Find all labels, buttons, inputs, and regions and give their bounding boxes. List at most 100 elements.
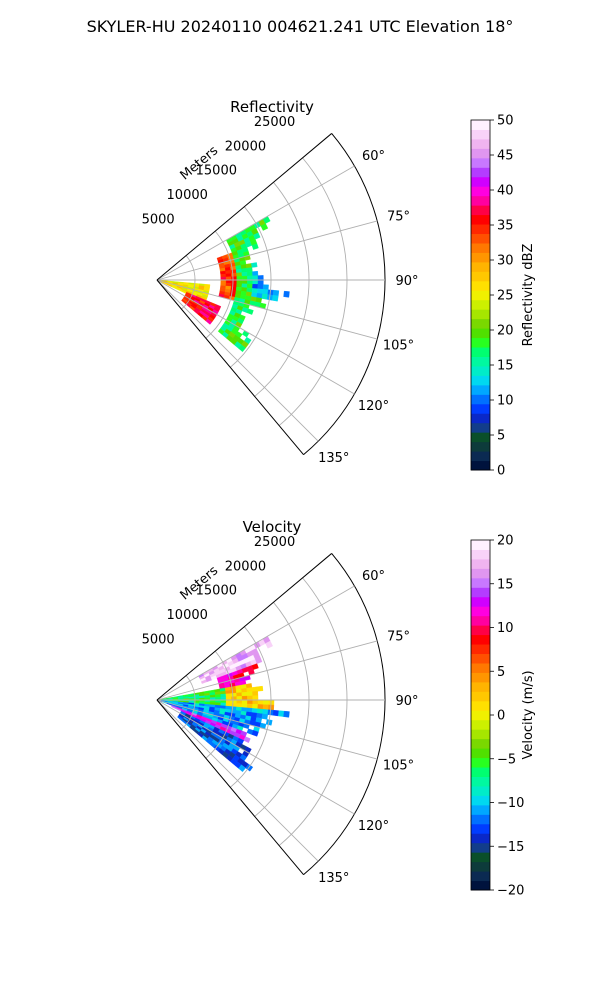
- colorbar-segment: [471, 309, 490, 320]
- data-cell: [225, 276, 232, 281]
- data-cell: [252, 690, 259, 697]
- colorbar-segment: [471, 795, 490, 806]
- colorbar-segment: [471, 748, 490, 759]
- data-cell: [220, 276, 227, 281]
- range-ring: [229, 206, 272, 368]
- azimuth-spoke: [156, 279, 319, 442]
- colorbar-segment: [471, 280, 490, 291]
- colorbar-tick-label: 40: [497, 184, 514, 199]
- data-cell: [252, 270, 259, 277]
- colorbar-segment: [471, 852, 490, 863]
- colorbar-segment: [471, 261, 490, 272]
- colorbar: −20 −15 −10 −5 0 5 10 15 20 Velocity (m/s): [470, 534, 536, 899]
- colorbar-segment: [471, 205, 490, 216]
- data-cell: [246, 687, 253, 693]
- range-tick-label: 15000: [196, 584, 237, 599]
- colorbar-label: Velocity (m/s): [521, 670, 536, 759]
- azimuth-tick-label: 90°: [395, 274, 418, 289]
- colorbar-tick-label: 35: [497, 219, 514, 234]
- range-ring: [278, 577, 348, 846]
- data-cell: [247, 699, 253, 705]
- data-cell: [238, 764, 246, 773]
- colorbar-segment: [471, 823, 490, 834]
- colorbar-tick-label: −5: [497, 752, 516, 767]
- azimuth-tick-label: 60°: [362, 149, 385, 164]
- data-cell: [272, 709, 280, 717]
- azimuth-spoke: [156, 165, 355, 281]
- azimuth-spoke: [156, 585, 355, 701]
- colorbar-tick-label: 0: [497, 709, 505, 724]
- colorbar-segment: [471, 413, 490, 424]
- data-cell: [252, 695, 259, 701]
- colorbar-segment: [471, 634, 490, 645]
- colorbar-segment: [471, 129, 490, 140]
- data-cell: [246, 308, 254, 315]
- colorbar-tick-label: 20: [497, 324, 514, 339]
- colorbar-segment: [471, 776, 490, 787]
- outer-arc: [303, 133, 386, 456]
- azimuth-tick-label: 105°: [383, 759, 414, 774]
- range-tick-label: 20000: [225, 559, 266, 574]
- data-cell: [238, 344, 246, 353]
- colorbar-segment: [471, 224, 490, 235]
- colorbar-segment: [471, 568, 490, 579]
- colorbar-segment: [471, 596, 490, 607]
- azimuth-tick-label: 120°: [358, 399, 389, 414]
- data-cell: [231, 279, 238, 284]
- colorbar-segment: [471, 167, 490, 178]
- data-cell: [241, 279, 248, 285]
- data-cell: [263, 699, 269, 706]
- range-ring: [254, 182, 310, 397]
- colorbar-segment: [471, 833, 490, 844]
- data-cell: [241, 695, 248, 701]
- data-cell: [278, 710, 285, 717]
- colorbar-tick-label: 50: [497, 114, 514, 129]
- data-cell: [225, 279, 232, 284]
- range-tick-label: 5000: [142, 633, 175, 648]
- data-cell: [247, 279, 253, 285]
- data-cell: [251, 262, 258, 268]
- data-cell: [252, 279, 259, 285]
- data-cell: [231, 276, 238, 281]
- azimuth-spoke: [156, 699, 355, 815]
- data-cell: [225, 273, 232, 278]
- data-cell: [252, 703, 259, 710]
- colorbar: 0 5 10 15 20 25 30 35 40 45 50 Reflectivity dBZ: [470, 114, 536, 479]
- data-cell: [252, 275, 259, 281]
- colorbar-segment: [471, 719, 490, 730]
- data-cell: [262, 704, 269, 710]
- colorbar-segment: [471, 729, 490, 740]
- colorbar-segment: [471, 700, 490, 711]
- data-cell: [246, 271, 253, 277]
- colorbar-segment: [471, 577, 490, 588]
- range-ring: [229, 626, 272, 788]
- colorbar-segment: [471, 347, 490, 357]
- colorbar-tick-label: −15: [497, 840, 524, 855]
- azimuth-tick-label: 75°: [387, 209, 410, 224]
- colorbar-segment: [471, 644, 490, 655]
- range-tick-label: 10000: [167, 608, 208, 623]
- colorbar-segment: [471, 861, 490, 872]
- data-cell: [257, 275, 264, 281]
- data-cell: [236, 696, 243, 701]
- data-cell: [251, 730, 259, 737]
- colorbar-segment: [471, 403, 490, 414]
- data-cell: [231, 696, 238, 701]
- colorbar-segment: [471, 451, 490, 462]
- data-cell: [255, 656, 263, 664]
- colorbar-segment: [471, 804, 490, 815]
- data-cell: [246, 691, 253, 697]
- colorbar-segment: [471, 233, 490, 244]
- colorbar-tick-label: 30: [497, 254, 514, 269]
- data-cell: [225, 693, 232, 698]
- data-cell: [225, 696, 232, 701]
- data-cell: [236, 276, 243, 281]
- colorbar-segment: [471, 328, 490, 339]
- colorbar-segment: [471, 120, 490, 130]
- data-cell: [243, 736, 251, 743]
- azimuth-tick-label: 90°: [395, 694, 418, 709]
- colorbar-segment: [471, 384, 490, 395]
- data-cell: [251, 243, 259, 250]
- data-cell: [257, 704, 264, 710]
